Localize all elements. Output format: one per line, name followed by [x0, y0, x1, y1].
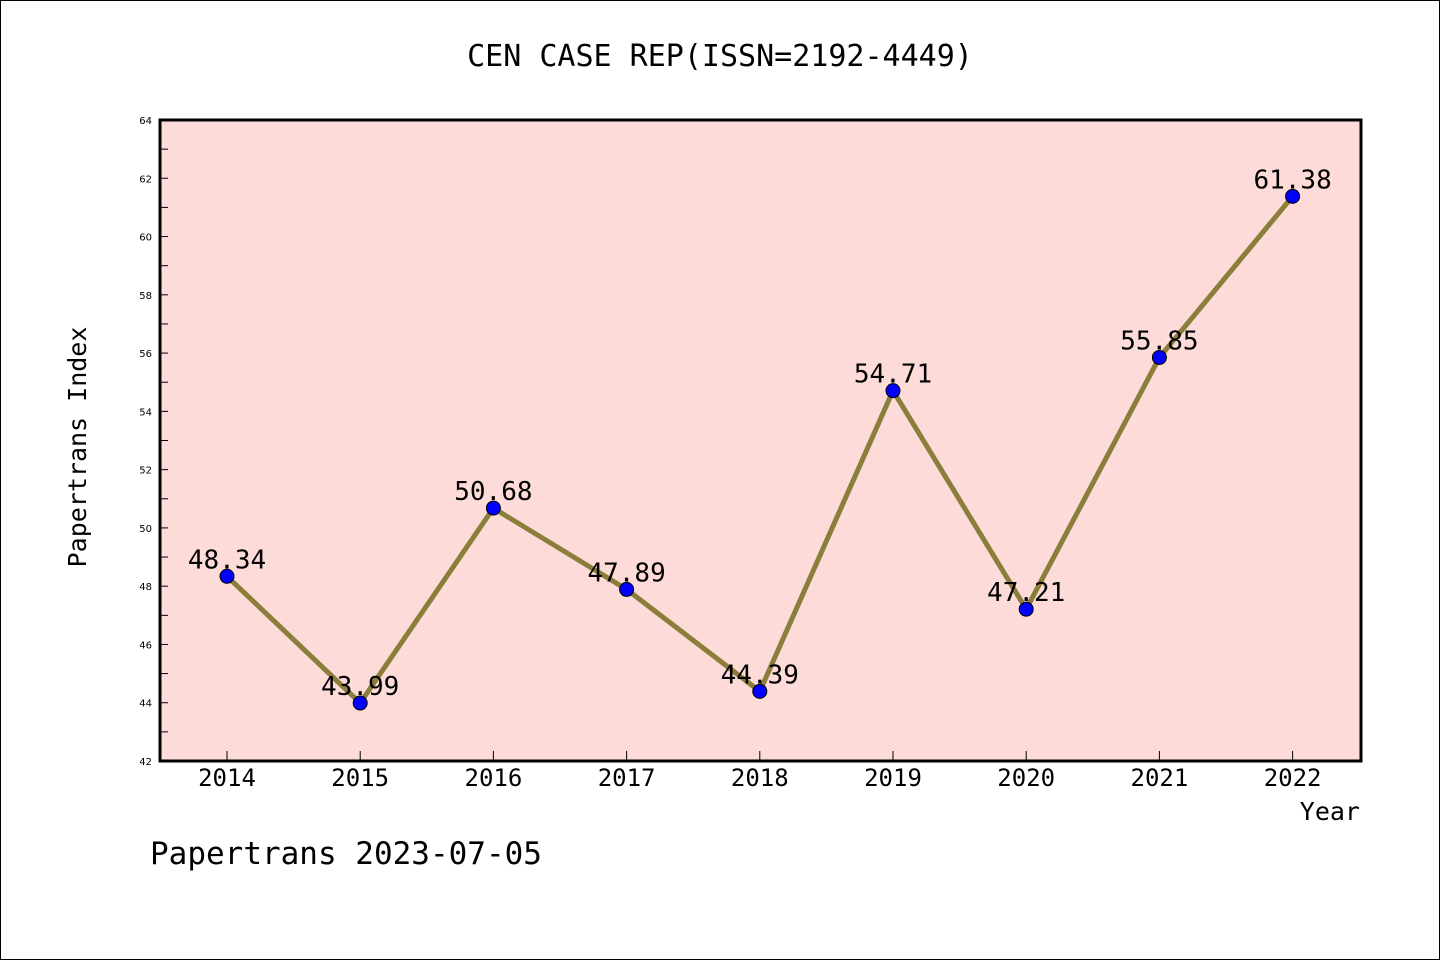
data-label: 47.21 — [987, 578, 1065, 608]
y-tick-label: 44 — [139, 699, 152, 710]
data-label: 55.85 — [1120, 326, 1198, 356]
x-tick-label: 2022 — [1264, 764, 1322, 792]
y-tick-label: 54 — [139, 407, 152, 418]
x-tick-label: 2014 — [198, 764, 256, 792]
plot-border — [158, 118, 1363, 763]
y-tick-label: 62 — [139, 174, 152, 185]
y-tick-label: 42 — [139, 757, 152, 768]
data-point — [219, 568, 235, 584]
data-label: 61.38 — [1253, 165, 1331, 195]
y-tick-label: 52 — [139, 466, 152, 477]
data-points — [219, 188, 1301, 711]
data-point — [352, 695, 368, 711]
y-tick-label: 64 — [139, 116, 152, 127]
chart-title: CEN CASE REP(ISSN=2192-4449) — [467, 39, 973, 74]
x-tick-label: 2019 — [864, 764, 922, 792]
data-point — [752, 683, 768, 699]
plot-area — [160, 120, 1361, 761]
x-tick-label: 2016 — [465, 764, 523, 792]
data-point — [885, 383, 901, 399]
y-tick-label: 56 — [139, 349, 152, 360]
y-tick-label: 48 — [139, 582, 152, 593]
x-tick-label: 2015 — [331, 764, 389, 792]
data-label: 54.71 — [854, 360, 932, 390]
y-tick-label: 50 — [139, 524, 152, 535]
data-point — [619, 581, 635, 597]
data-point — [1285, 188, 1301, 204]
x-tick-label: 2017 — [598, 764, 656, 792]
y-tick-label: 58 — [139, 291, 152, 302]
data-labels: 48.34 43.99 50.68 47.89 44.39 54.71 47.21 55.85… — [188, 165, 1332, 702]
y-tick-label: 46 — [139, 640, 152, 651]
x-axis-label: Year — [1300, 797, 1360, 826]
data-label: 44.39 — [721, 660, 799, 690]
y-axis-label: Papertrans Index — [63, 327, 92, 568]
data-label: 43.99 — [321, 672, 399, 702]
footer-text: Papertrans 2023-07-05 — [150, 836, 542, 872]
data-point — [485, 500, 501, 516]
x-tick-label: 2018 — [731, 764, 789, 792]
y-tick-label: 60 — [139, 233, 152, 244]
data-point — [1018, 601, 1034, 617]
x-tick-label: 2021 — [1131, 764, 1189, 792]
data-point — [1151, 349, 1167, 365]
data-label: 50.68 — [454, 477, 532, 507]
x-axis: 2014 2015 2016 2017 2018 2019 2020 2021 2022 — [198, 751, 1321, 792]
data-label: 48.34 — [188, 545, 266, 575]
x-tick-label: 2020 — [997, 764, 1055, 792]
data-label: 47.89 — [587, 558, 665, 588]
